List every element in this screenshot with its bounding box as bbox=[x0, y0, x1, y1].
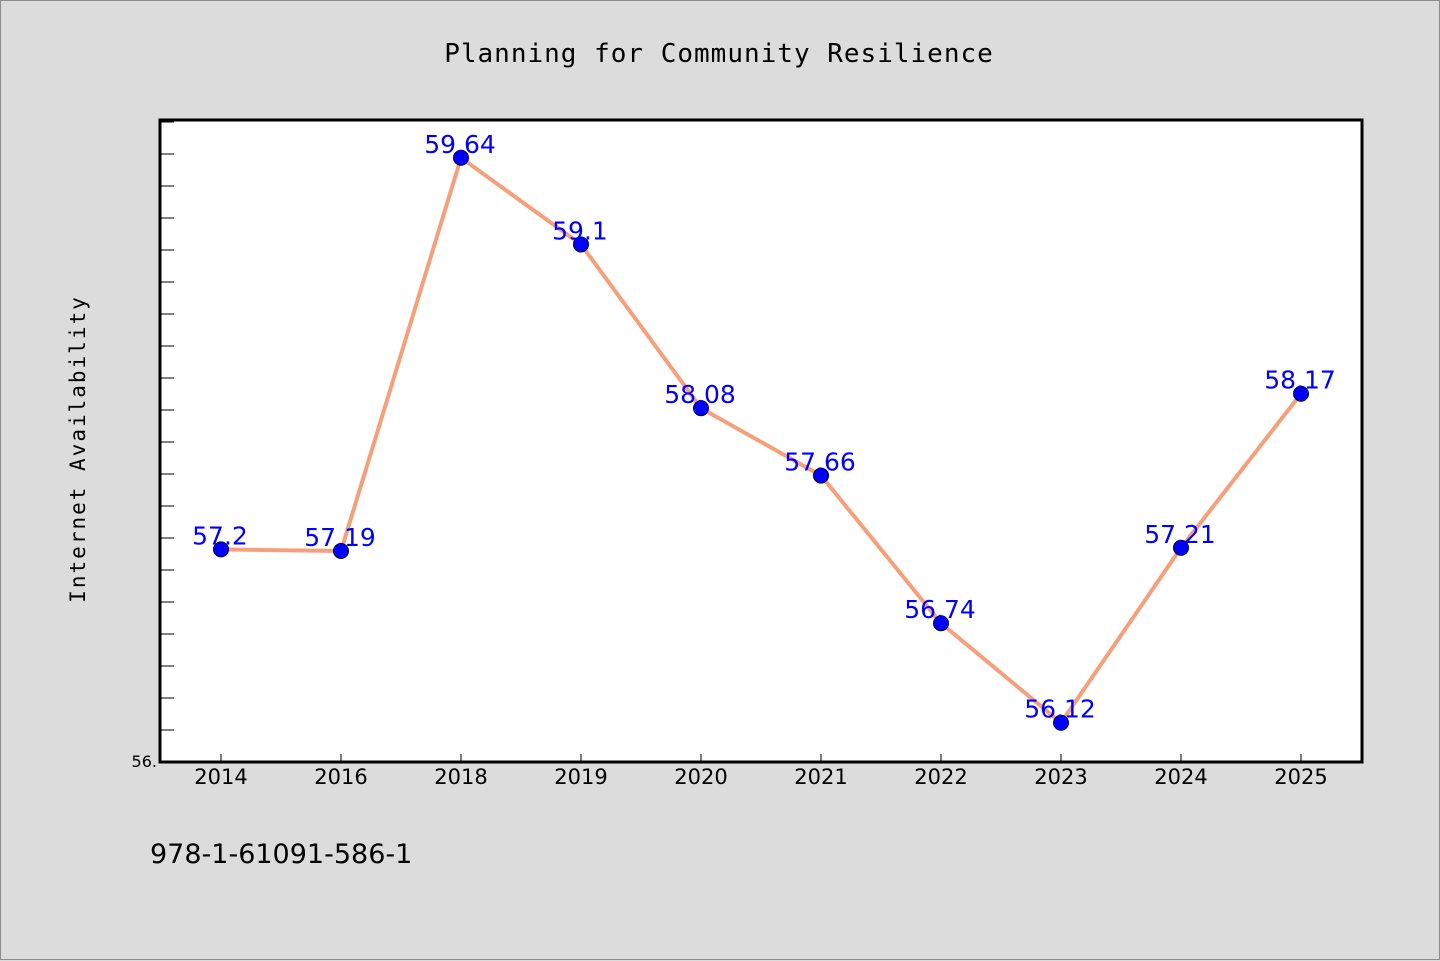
data-label-2021: 57.66 bbox=[784, 448, 856, 477]
data-labels-group: 57.2 57.19 59.64 59.1 58.08 57.66 56.74 56.12 57… bbox=[192, 130, 1336, 724]
x-tick-label-2019: 2019 bbox=[554, 765, 607, 789]
data-point-2019 bbox=[573, 236, 589, 253]
data-point-2023 bbox=[1053, 714, 1069, 731]
data-point-2016 bbox=[333, 543, 349, 560]
y-axis-ticks bbox=[160, 121, 174, 763]
x-tick-label-2025: 2025 bbox=[1274, 765, 1327, 789]
x-tick-label-2020: 2020 bbox=[674, 765, 727, 789]
x-tick-label-2022: 2022 bbox=[914, 765, 967, 789]
x-tick-label-2024: 2024 bbox=[1154, 765, 1207, 789]
series-line-group bbox=[220, 155, 1303, 725]
data-point-2022 bbox=[933, 615, 949, 632]
data-point-2014 bbox=[213, 541, 229, 558]
data-point-2018 bbox=[453, 149, 469, 166]
x-tick-label-2016: 2016 bbox=[314, 765, 367, 789]
x-tick-label-2021: 2021 bbox=[794, 765, 847, 789]
x-tick-label-2018: 2018 bbox=[434, 765, 487, 789]
x-axis-ticks: 2014 2016 2018 2019 2020 2021 2022 2023 2024 2025 bbox=[194, 754, 1328, 789]
y-tick-label: 56. bbox=[132, 752, 157, 771]
data-label-2022: 56.74 bbox=[904, 595, 976, 624]
series-line bbox=[220, 155, 1303, 725]
data-label-2020: 58.08 bbox=[664, 380, 736, 409]
series-points-group bbox=[213, 149, 1309, 731]
data-point-2025 bbox=[1293, 385, 1309, 402]
data-point-2020 bbox=[693, 400, 709, 417]
data-label-2016: 57.19 bbox=[304, 523, 376, 552]
data-label-2018: 59.64 bbox=[424, 130, 496, 159]
data-point-2024 bbox=[1173, 539, 1189, 556]
data-label-2019: 59.1 bbox=[552, 216, 608, 245]
x-tick-label-2023: 2023 bbox=[1034, 765, 1087, 789]
x-tick-label-2014: 2014 bbox=[194, 765, 247, 789]
isbn-text: 978-1-61091-586-1 bbox=[150, 839, 412, 870]
data-label-2025: 58.17 bbox=[1264, 366, 1336, 395]
data-label-2023: 56.12 bbox=[1024, 695, 1096, 724]
data-label-2024: 57.21 bbox=[1144, 520, 1216, 549]
chart-title: Planning for Community Resilience bbox=[444, 39, 994, 69]
y-axis-label: Internet Availability bbox=[66, 295, 90, 603]
data-point-2021 bbox=[813, 467, 829, 484]
data-label-2014: 57.2 bbox=[192, 521, 248, 550]
